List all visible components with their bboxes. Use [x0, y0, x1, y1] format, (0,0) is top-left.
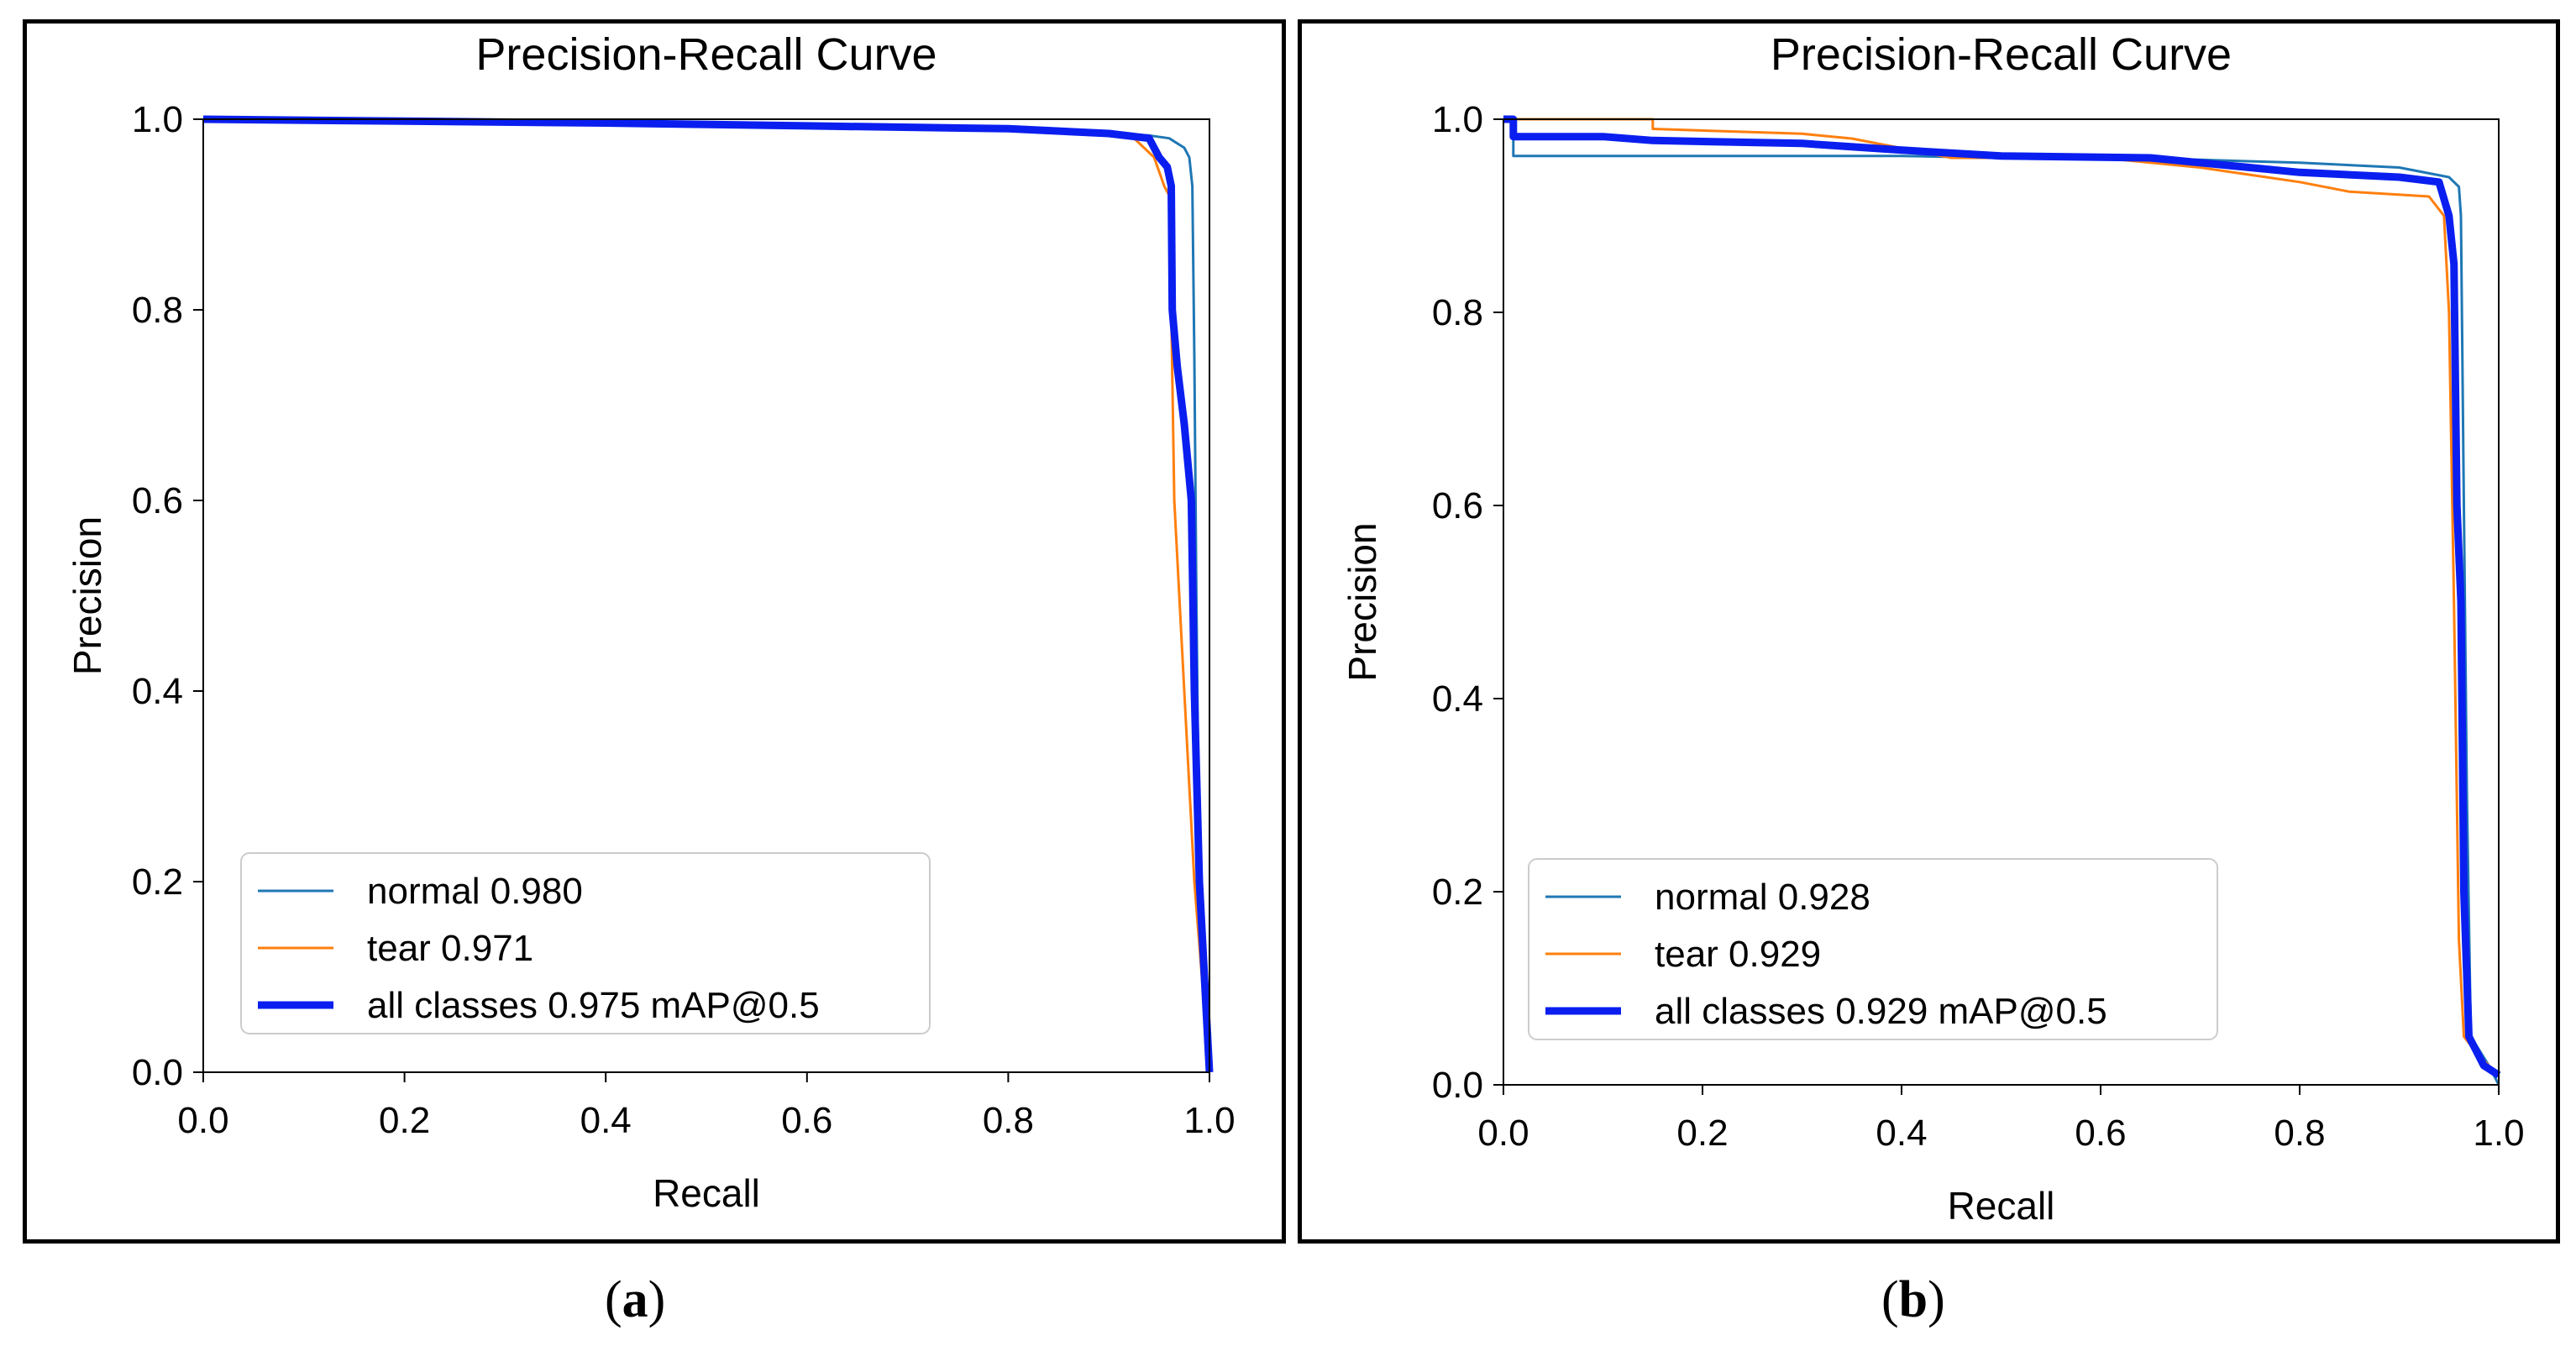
y-tick-label: 0.4 — [1432, 678, 1483, 720]
panel-caption-b: (b) — [1881, 1271, 1945, 1328]
y-tick-label: 0.6 — [132, 480, 183, 521]
x-tick-label: 0.6 — [2075, 1113, 2126, 1154]
legend-label: tear 0.971 — [367, 928, 533, 969]
series-line-2 — [202, 115, 1214, 1073]
y-axis-label: Precision — [1340, 522, 1384, 681]
chart-b-svg: Precision-Recall Curve 0.0 0.2 0.4 0.6 0.8 1.0… — [1340, 29, 2525, 1228]
series-line-0 — [1503, 118, 2500, 1086]
x-axis-label: Recall — [653, 1171, 760, 1215]
panel-label-b: b — [1898, 1271, 1928, 1328]
legend-label: normal 0.928 — [1655, 877, 1870, 918]
chart-a-svg: Precision-Recall Curve 0.0 0.2 0.4 0.6 0.8 1.0… — [66, 29, 1236, 1215]
panel-label-a: a — [622, 1271, 648, 1328]
x-tick-label: 0.0 — [177, 1100, 228, 1141]
y-tick-label: 0.2 — [1432, 872, 1483, 913]
legend: normal 0.928 tear 0.929 all classes 0.929 … — [1528, 858, 2218, 1040]
y-axis-label: Precision — [66, 516, 109, 675]
x-tick-label: 0.8 — [2274, 1113, 2325, 1154]
panel-caption-a: (a) — [605, 1271, 666, 1328]
series-line-2 — [1503, 115, 2501, 1079]
chart-title: Precision-Recall Curve — [1771, 29, 2232, 80]
y-tick-label: 1.0 — [132, 99, 183, 140]
y-tick-label: 0.4 — [132, 671, 183, 712]
series-group — [202, 115, 1214, 1073]
chart-title: Precision-Recall Curve — [475, 29, 936, 80]
y-tick-label: 0.0 — [132, 1052, 183, 1093]
y-tick-label: 0.2 — [132, 861, 183, 903]
series-group — [1503, 115, 2501, 1086]
x-tick-label: 0.6 — [781, 1100, 832, 1141]
legend-label: normal 0.980 — [367, 871, 583, 912]
x-tick-label: 0.2 — [1676, 1113, 1728, 1154]
y-tick-label: 1.0 — [1432, 99, 1483, 140]
x-tick-label: 1.0 — [2473, 1113, 2524, 1154]
x-axis-label: Recall — [1948, 1184, 2055, 1228]
x-tick-label: 0.4 — [580, 1100, 632, 1141]
y-tick-label: 0.8 — [1432, 292, 1483, 333]
plot-frame — [202, 118, 1210, 1073]
y-tick-label: 0.8 — [132, 290, 183, 331]
legend-box — [1528, 858, 2218, 1040]
x-tick-label: 0.2 — [379, 1100, 430, 1141]
y-tick-label: 0.6 — [1432, 485, 1483, 526]
legend-label: all classes 0.975 mAP@0.5 — [367, 985, 820, 1026]
legend-box — [240, 852, 931, 1034]
plot-frame — [1503, 118, 2500, 1086]
series-line-1 — [1503, 118, 2500, 1076]
chart-panel-a: Precision-Recall Curve 0.0 0.2 0.4 0.6 0.8 1.0… — [23, 19, 1286, 1244]
x-tick-label: 0.8 — [983, 1100, 1034, 1141]
x-tick-label: 0.4 — [1876, 1113, 1927, 1154]
legend-label: all classes 0.929 mAP@0.5 — [1655, 991, 2107, 1032]
legend-label: tear 0.929 — [1655, 934, 1821, 975]
x-tick-label: 1.0 — [1183, 1100, 1235, 1141]
y-tick-label: 0.0 — [1432, 1065, 1483, 1106]
x-tick-label: 0.0 — [1477, 1113, 1529, 1154]
chart-panel-b: Precision-Recall Curve 0.0 0.2 0.4 0.6 0.8 1.0… — [1298, 19, 2560, 1244]
legend: normal 0.980 tear 0.971 all classes 0.975 … — [240, 852, 931, 1034]
